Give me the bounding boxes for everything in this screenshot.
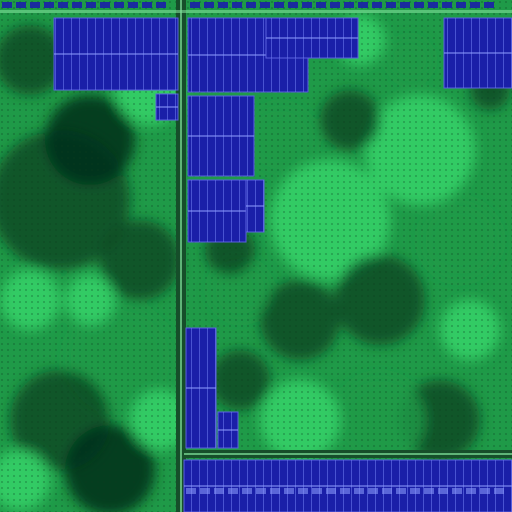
top-strip-cell	[30, 2, 40, 8]
bottom-strip-cell	[186, 488, 196, 494]
vertical-bus-line	[180, 0, 182, 512]
top-strip-cell	[316, 2, 326, 8]
sram-wordline	[188, 135, 254, 137]
top-strip-cell	[58, 2, 68, 8]
top-strip-cell	[428, 2, 438, 8]
bottom-strip-cell	[452, 488, 462, 494]
top-strip-cell	[484, 2, 494, 8]
sram-block	[265, 17, 359, 59]
top-strip-cell	[86, 2, 96, 8]
bottom-strip-cell	[200, 488, 210, 494]
top-bus-line	[0, 10, 512, 13]
bottom-strip-cell	[298, 488, 308, 494]
top-strip-cell	[142, 2, 152, 8]
bottom-strip-cell	[424, 488, 434, 494]
bottom-strip-cell	[396, 488, 406, 494]
sram-block	[185, 327, 217, 449]
top-strip-cell	[302, 2, 312, 8]
top-strip-cell	[456, 2, 466, 8]
sram-block	[443, 17, 512, 89]
bottom-strip-cell	[494, 488, 504, 494]
top-strip-cell	[114, 2, 124, 8]
bottom-strip-cell	[410, 488, 420, 494]
sram-block	[187, 179, 247, 243]
bottom-strip-cell	[340, 488, 350, 494]
top-strip-cell	[274, 2, 284, 8]
bottom-strip-cell	[438, 488, 448, 494]
top-strip-cell	[128, 2, 138, 8]
top-strip-cell	[44, 2, 54, 8]
bottom-strip-cell	[228, 488, 238, 494]
sram-block	[217, 411, 239, 449]
top-strip-cell	[442, 2, 452, 8]
sram-block	[155, 93, 179, 121]
sram-wordline	[188, 210, 246, 212]
sram-block	[53, 17, 179, 91]
bottom-strip-cell	[326, 488, 336, 494]
sram-wordline	[218, 429, 238, 431]
sram-wordline	[266, 37, 358, 39]
bottom-strip-cell	[312, 488, 322, 494]
top-strip-cell	[470, 2, 480, 8]
top-strip-cell	[414, 2, 424, 8]
bottom-strip-cell	[368, 488, 378, 494]
bottom-strip-cell	[242, 488, 252, 494]
top-strip-cell	[330, 2, 340, 8]
top-strip-cell	[72, 2, 82, 8]
bottom-strip-cell	[284, 488, 294, 494]
bottom-strip-cell	[466, 488, 476, 494]
top-strip-cell	[190, 2, 200, 8]
top-strip-cell	[260, 2, 270, 8]
top-strip-cell	[16, 2, 26, 8]
top-strip-cell	[232, 2, 242, 8]
bottom-strip-cell	[382, 488, 392, 494]
bottom-strip-cell	[354, 488, 364, 494]
top-strip-cell	[288, 2, 298, 8]
top-strip-cell	[344, 2, 354, 8]
top-strip-cell	[2, 2, 12, 8]
top-strip-cell	[358, 2, 368, 8]
sram-wordline	[444, 52, 512, 54]
sram-block	[183, 459, 512, 512]
top-strip-cell	[218, 2, 228, 8]
sram-wordline	[186, 387, 216, 389]
top-strip-cell	[386, 2, 396, 8]
sram-wordline	[246, 205, 264, 207]
top-strip-cell	[372, 2, 382, 8]
bottom-strip-cell	[214, 488, 224, 494]
top-strip-cell	[100, 2, 110, 8]
horizontal-bus-line	[184, 453, 512, 455]
top-strip-cell	[400, 2, 410, 8]
sram-wordline	[54, 53, 178, 55]
sram-block	[187, 95, 255, 177]
bottom-strip-cell	[270, 488, 280, 494]
bottom-strip-cell	[480, 488, 490, 494]
sram-block	[245, 179, 265, 233]
sram-wordline	[188, 54, 308, 56]
sram-wordline	[184, 485, 512, 487]
bottom-strip-cell	[256, 488, 266, 494]
top-strip-cell	[246, 2, 256, 8]
sram-wordline	[156, 106, 178, 108]
top-strip-cell	[204, 2, 214, 8]
top-strip-cell	[156, 2, 166, 8]
